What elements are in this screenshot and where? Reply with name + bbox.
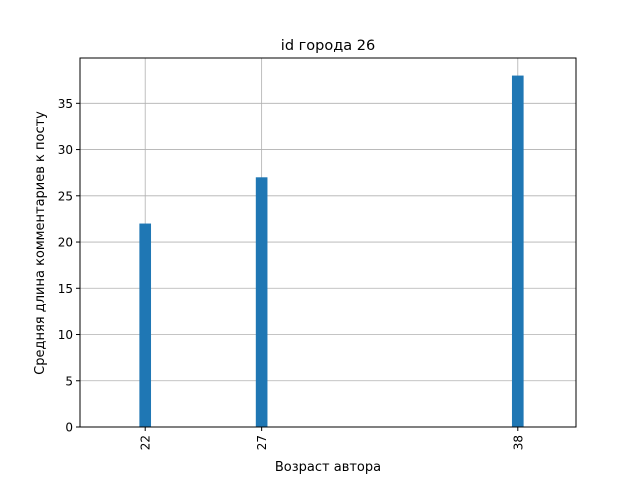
y-tick-label: 20	[58, 236, 73, 250]
x-tick-label: 27	[255, 435, 269, 450]
x-axis-ticks: 22 27 38	[139, 427, 525, 450]
y-axis-ticks: 0 5 10 15 20 25 30 35	[58, 97, 80, 435]
bars	[139, 75, 524, 428]
x-axis-label: Возраст автора	[275, 460, 381, 475]
y-tick-label: 25	[58, 189, 73, 203]
y-tick-label: 10	[58, 328, 73, 342]
y-tick-label: 0	[65, 421, 73, 435]
y-tick-label: 5	[65, 374, 73, 388]
x-tick-label: 38	[511, 435, 525, 450]
chart-title: id города 26	[281, 38, 375, 54]
bar	[255, 177, 268, 427]
y-axis-label: Средняя длина комментариев к посту	[33, 111, 48, 375]
x-tick-label: 22	[139, 435, 153, 450]
y-tick-label: 30	[58, 143, 73, 157]
bar	[511, 75, 524, 428]
y-tick-label: 15	[58, 282, 73, 296]
bar	[139, 223, 152, 427]
y-tick-label: 35	[58, 97, 73, 111]
